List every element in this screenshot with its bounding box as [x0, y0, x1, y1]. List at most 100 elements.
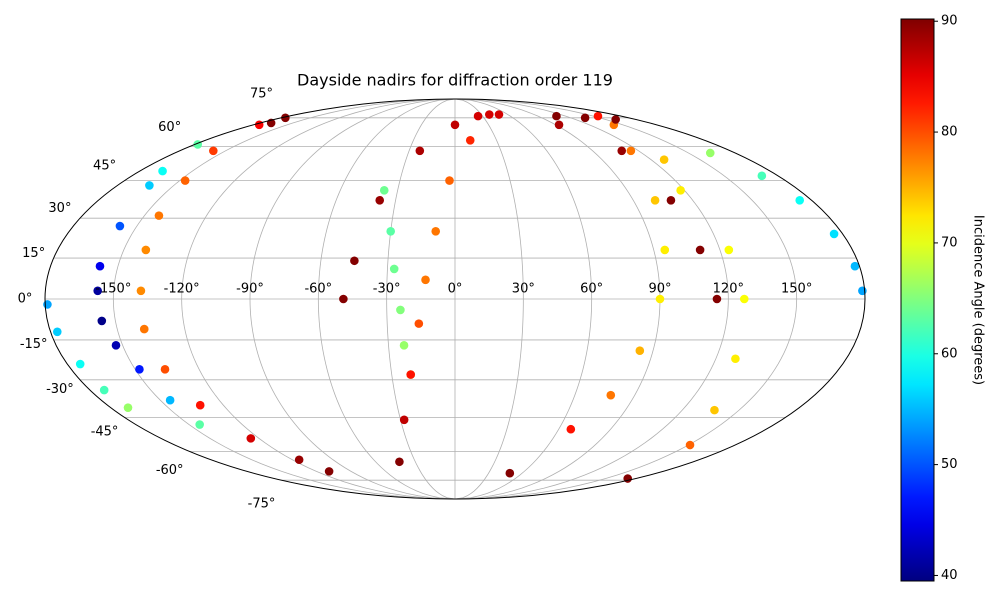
grid-line [454, 98, 524, 500]
x-tick-label: 60° [580, 282, 603, 297]
data-point [135, 365, 144, 374]
data-point [99, 385, 109, 395]
colorbar-tick-label: 70 [941, 235, 958, 250]
data-point [339, 294, 348, 304]
data-point [552, 111, 561, 121]
data-point [399, 415, 409, 425]
data-point [93, 286, 102, 296]
data-point [445, 176, 454, 185]
data-point [97, 316, 107, 326]
data-point [281, 113, 290, 123]
data-point [389, 264, 399, 274]
data-point [666, 196, 676, 205]
data-point [450, 120, 460, 130]
data-point [386, 226, 396, 236]
data-point [626, 146, 636, 156]
data-point [566, 424, 576, 434]
grid-line [317, 98, 456, 500]
y-tick-label: -30° [46, 382, 74, 397]
data-point [160, 365, 170, 374]
x-tick-label: -90° [236, 282, 264, 297]
data-point [43, 300, 52, 309]
data-point [829, 229, 839, 239]
data-point [757, 171, 767, 181]
data-point [593, 111, 603, 121]
y-tick-label: 75° [250, 86, 273, 101]
data-point [395, 457, 404, 467]
data-point [705, 148, 715, 158]
data-point [294, 455, 304, 465]
data-point [554, 120, 564, 130]
map-border [44, 98, 866, 500]
data-point [415, 146, 425, 156]
colorbar-tick-label: 60 [941, 346, 958, 361]
x-tick-label: 150° [781, 282, 812, 297]
x-tick-label: 0° [448, 282, 463, 297]
x-tick-label: -150° [95, 282, 131, 297]
data-point [379, 186, 389, 195]
data-point [421, 275, 430, 285]
chart-title: Dayside nadirs for diffraction order 119 [297, 71, 613, 90]
data-point [695, 245, 705, 255]
data-point [165, 395, 175, 405]
data-point [52, 327, 62, 337]
data-point [431, 226, 441, 236]
data-point [676, 186, 685, 195]
data-point [111, 341, 121, 350]
y-tick-label: 15° [22, 246, 45, 261]
data-point [739, 294, 749, 304]
grid-line [454, 98, 729, 500]
data-point [396, 305, 405, 315]
y-tick-label: -15° [20, 337, 48, 352]
data-point [375, 196, 385, 205]
data-point [195, 420, 204, 429]
data-point [659, 155, 669, 164]
data-point [494, 110, 504, 119]
data-point [254, 120, 264, 130]
y-tick-label: 30° [48, 201, 71, 216]
data-point [123, 403, 133, 412]
data-point [350, 256, 359, 266]
data-point [406, 370, 416, 379]
y-tick-label: -75° [248, 497, 276, 512]
data-point [154, 211, 164, 220]
data-point [724, 245, 734, 255]
data-point [485, 110, 494, 119]
data-point [731, 354, 740, 364]
data-point [145, 181, 154, 190]
data-point [195, 400, 205, 410]
colorbar-tick-label: 80 [941, 125, 958, 140]
grid-line [454, 98, 593, 500]
colorbar [900, 18, 935, 582]
y-tick-label: 0° [18, 292, 33, 307]
colorbar-tick-label: 40 [941, 568, 958, 583]
data-point [399, 341, 409, 350]
data-point [685, 440, 695, 450]
grid-line [181, 98, 456, 500]
grid-line [386, 98, 456, 500]
x-tick-label: 30° [512, 282, 535, 297]
colorbar-tick-label: 50 [941, 457, 958, 472]
data-point [850, 261, 860, 271]
x-tick-label: -120° [164, 282, 200, 297]
data-point [95, 261, 105, 271]
grid-line [454, 98, 798, 500]
grid-line [112, 98, 456, 500]
data-point [617, 146, 627, 156]
data-point [324, 467, 334, 476]
data-point [858, 286, 867, 296]
y-tick-label: 60° [158, 120, 181, 135]
y-tick-label: -45° [91, 424, 119, 439]
data-point [139, 324, 149, 334]
y-tick-label: -60° [156, 463, 184, 478]
data-point [795, 196, 805, 205]
data-point [660, 245, 670, 255]
data-point [611, 115, 620, 124]
data-point [606, 390, 616, 400]
data-point [141, 245, 151, 255]
data-point [246, 434, 256, 443]
grid-line [249, 98, 456, 500]
data-point [473, 111, 483, 121]
